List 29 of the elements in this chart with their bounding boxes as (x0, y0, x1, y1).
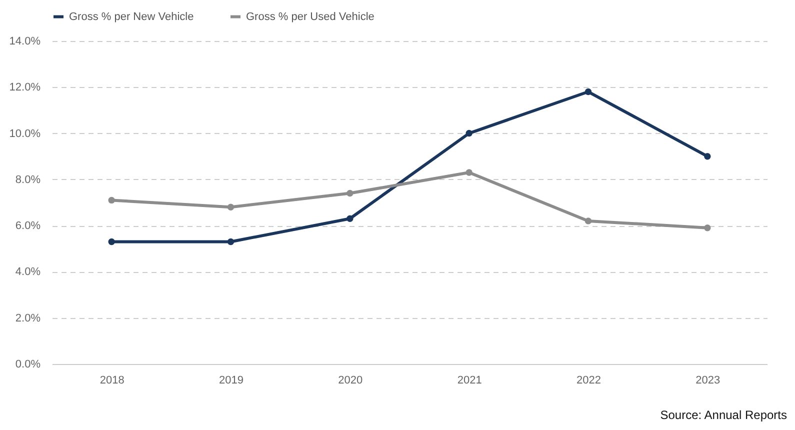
x-tick-label: 2023 (696, 374, 720, 386)
point (466, 169, 472, 176)
legend-label: Gross % per New Vehicle (69, 10, 194, 23)
source-note: Source: Annual Reports (660, 408, 787, 422)
point (704, 224, 711, 232)
y-tick-label: 6.0% (15, 220, 41, 232)
x-tick-label: 2020 (338, 374, 363, 386)
point (584, 88, 592, 96)
point (346, 215, 354, 222)
point (227, 238, 234, 246)
y-tick-label: 12.0% (9, 82, 41, 94)
x-tick-label: 2018 (100, 374, 124, 386)
point (704, 153, 711, 160)
x-tick-label: 2022 (576, 374, 601, 386)
x-tick-label: 2019 (219, 374, 244, 386)
point (227, 204, 234, 210)
point (466, 130, 472, 137)
point (108, 238, 115, 246)
y-tick-label: 10.0% (9, 128, 41, 140)
y-tick-label: 8.0% (15, 174, 41, 186)
y-tick-label: 2.0% (15, 312, 41, 324)
point (346, 190, 354, 197)
y-tick-label: 0.0% (15, 358, 41, 370)
y-tick-label: 14.0% (9, 36, 41, 48)
legend-label: Gross % per Used Vehicle (246, 10, 374, 23)
x-tick-label: 2021 (457, 374, 482, 386)
point (584, 218, 592, 224)
point (108, 196, 115, 204)
y-tick-label: 4.0% (15, 266, 41, 278)
